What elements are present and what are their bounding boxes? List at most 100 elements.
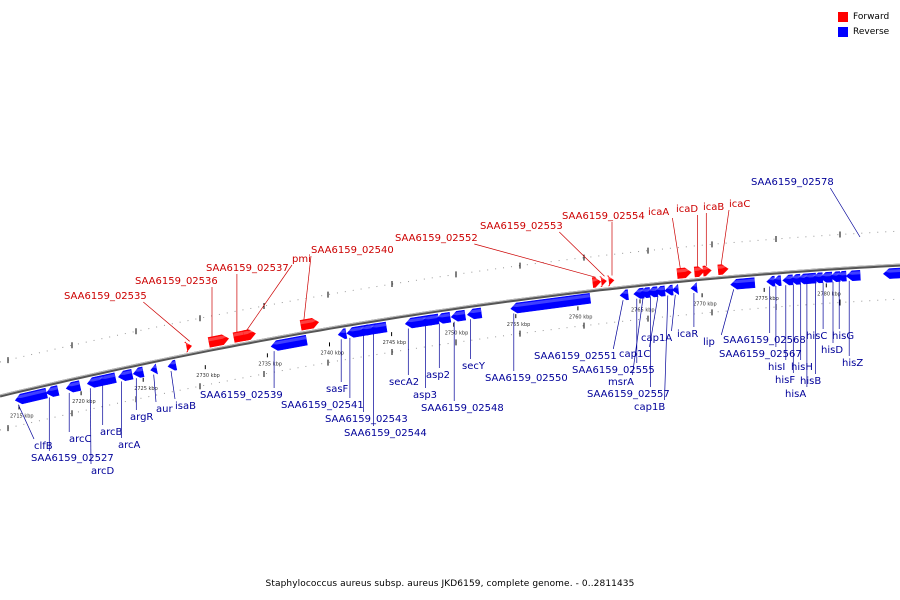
gene-cap1C[interactable] — [654, 285, 666, 297]
gene-label-hisZ[interactable]: hisZ — [842, 358, 863, 369]
gene-label-lip[interactable]: lip — [703, 337, 715, 348]
gene-cap1A[interactable] — [671, 283, 680, 296]
gene-label-SAA6159_02553[interactable]: SAA6159_02553 — [480, 221, 563, 232]
gene-label-icaA[interactable]: icaA — [648, 207, 669, 218]
gene-arcD[interactable] — [86, 374, 107, 389]
gene-label-SAA6159_02548[interactable]: SAA6159_02548 — [421, 403, 504, 414]
gene-label-hisC[interactable]: hisC — [806, 331, 827, 342]
gene-label-hisD[interactable]: hisD — [821, 345, 843, 356]
gene-hisF[interactable] — [789, 273, 801, 285]
gene-label-asp3[interactable]: asp3 — [413, 390, 437, 401]
gene-hisG[interactable] — [835, 270, 847, 282]
gene-cap1B[interactable] — [664, 284, 674, 296]
gene-label-SAA6159_02527[interactable]: SAA6159_02527 — [31, 453, 114, 464]
gene-label-msrA[interactable]: msrA — [608, 377, 634, 388]
gene-arcB[interactable] — [99, 372, 117, 386]
gene-label-SAA6159_02544[interactable]: SAA6159_02544 — [344, 428, 427, 439]
gene-label-icaC[interactable]: icaC — [729, 199, 750, 210]
gene-SAA6159_02539[interactable] — [270, 334, 308, 351]
gene-sasF[interactable] — [337, 328, 348, 340]
gene-icaA[interactable] — [676, 267, 692, 279]
gene-label-hisI[interactable]: hisI — [768, 362, 785, 373]
gene-label-icaB[interactable]: icaB — [703, 202, 724, 213]
gene-label-aur[interactable]: aur — [156, 404, 173, 415]
gene-label-hisG[interactable]: hisG — [832, 331, 854, 342]
gene-label-arcB[interactable]: arcB — [100, 427, 123, 438]
gene-label-cap1B[interactable]: cap1B — [634, 402, 665, 413]
gene-label-SAA6159_02552[interactable]: SAA6159_02552 — [395, 233, 478, 244]
gene-icaB[interactable] — [702, 265, 712, 277]
gene-hisA[interactable] — [803, 272, 817, 284]
gene-lip[interactable] — [730, 277, 756, 290]
gene-SAA6159_02544[interactable] — [370, 321, 388, 334]
gene-label-arcA[interactable]: arcA — [118, 440, 141, 451]
gene-label-secY[interactable]: secY — [462, 361, 486, 372]
gene-label-SAA6159_02550[interactable]: SAA6159_02550 — [485, 373, 568, 384]
gene-secY[interactable] — [467, 307, 483, 320]
gene-arcA[interactable] — [117, 368, 134, 382]
gene-icaC[interactable] — [717, 264, 729, 276]
gene-hisD[interactable] — [829, 271, 841, 282]
gene-label-SAA6159_02555[interactable]: SAA6159_02555 — [572, 365, 655, 376]
gene-SAA6159_02535[interactable] — [184, 341, 193, 353]
gene-label-SAA6159_02540[interactable]: SAA6159_02540 — [311, 245, 394, 256]
gene-SAA6159_02578[interactable] — [883, 267, 900, 279]
gene-label-sasF[interactable]: sasF — [326, 384, 349, 395]
gene-label-pmi[interactable]: pmi — [292, 254, 311, 265]
gene-msrA[interactable] — [639, 287, 651, 299]
gene-SAA6159_02536[interactable] — [207, 334, 230, 348]
gene-label-cap1C[interactable]: cap1C — [619, 349, 650, 360]
gene-label-isaB[interactable]: isaB — [175, 401, 196, 412]
gene-label-SAA6159_02535[interactable]: SAA6159_02535 — [64, 291, 147, 302]
gene-label-icaR[interactable]: icaR — [677, 329, 698, 340]
gene-asp2[interactable] — [435, 312, 452, 324]
gene-label-SAA6159_02536[interactable]: SAA6159_02536 — [135, 276, 218, 287]
gene-label-SAA6159_02557[interactable]: SAA6159_02557 — [587, 389, 670, 400]
gene-label-arcC[interactable]: arcC — [69, 434, 92, 445]
gene-asp3[interactable] — [422, 313, 440, 326]
gene-label-hisA[interactable]: hisA — [785, 389, 806, 400]
gene-label-SAA6159_02568[interactable]: SAA6159_02568 — [723, 335, 806, 346]
gene-SAA6159_02550[interactable] — [510, 293, 592, 314]
gene-label-SAA6159_02543[interactable]: SAA6159_02543 — [325, 414, 408, 425]
gene-icaD[interactable] — [693, 266, 705, 278]
gene-label-secA2[interactable]: secA2 — [389, 377, 419, 388]
gene-SAA6159_02540[interactable] — [299, 317, 320, 331]
gene-label-arcD[interactable]: arcD — [91, 466, 115, 477]
gene-label-SAA6159_02541[interactable]: SAA6159_02541 — [281, 400, 364, 411]
gene-hisZ[interactable] — [845, 269, 861, 281]
gene-SAA6159_02551[interactable] — [619, 289, 629, 301]
gene-hisB[interactable] — [812, 272, 824, 284]
gene-argR[interactable] — [132, 366, 145, 379]
gene-label-SAA6159_02551[interactable]: SAA6159_02551 — [534, 351, 617, 362]
gene-icaR[interactable] — [690, 282, 698, 294]
gene-label-SAA6159_02554[interactable]: SAA6159_02554 — [562, 211, 645, 222]
gene-label-icaD[interactable]: icaD — [676, 204, 698, 215]
gene-SAA6159_02527[interactable] — [45, 385, 60, 398]
gene-SAA6159_02567[interactable] — [772, 275, 782, 287]
gene-SAA6159_02554[interactable] — [606, 275, 615, 287]
gene-label-hisB[interactable]: hisB — [800, 376, 821, 387]
gene-label-cap1A[interactable]: cap1A — [641, 333, 672, 344]
gene-clfB[interactable] — [14, 387, 48, 405]
gene-hisI[interactable] — [782, 274, 794, 286]
gene-hisC[interactable] — [819, 271, 833, 283]
gene-label-SAA6159_02567[interactable]: SAA6159_02567 — [719, 349, 802, 360]
gene-arcC[interactable] — [65, 380, 82, 394]
gene-label-SAA6159_02539[interactable]: SAA6159_02539 — [200, 390, 283, 401]
gene-aur[interactable] — [150, 363, 158, 375]
gene-label-hisF[interactable]: hisF — [775, 375, 795, 386]
gene-SAA6159_02557[interactable] — [647, 286, 659, 298]
gene-SAA6159_02568[interactable] — [766, 275, 776, 287]
gene-label-hisH[interactable]: hisH — [791, 362, 813, 373]
gene-label-clfB[interactable]: clfB — [34, 441, 53, 452]
gene-label-argR[interactable]: argR — [130, 412, 153, 423]
gene-label-asp2[interactable]: asp2 — [426, 370, 450, 381]
gene-label-SAA6159_02537[interactable]: SAA6159_02537 — [206, 263, 289, 274]
gene-label-SAA6159_02578[interactable]: SAA6159_02578 — [751, 177, 834, 188]
gene-SAA6159_02552[interactable] — [591, 277, 602, 288]
gene-pmi[interactable] — [242, 329, 255, 341]
gene-SAA6159_02553[interactable] — [599, 276, 607, 288]
gene-isaB[interactable] — [167, 359, 178, 371]
gene-SAA6159_02555[interactable] — [633, 287, 645, 299]
